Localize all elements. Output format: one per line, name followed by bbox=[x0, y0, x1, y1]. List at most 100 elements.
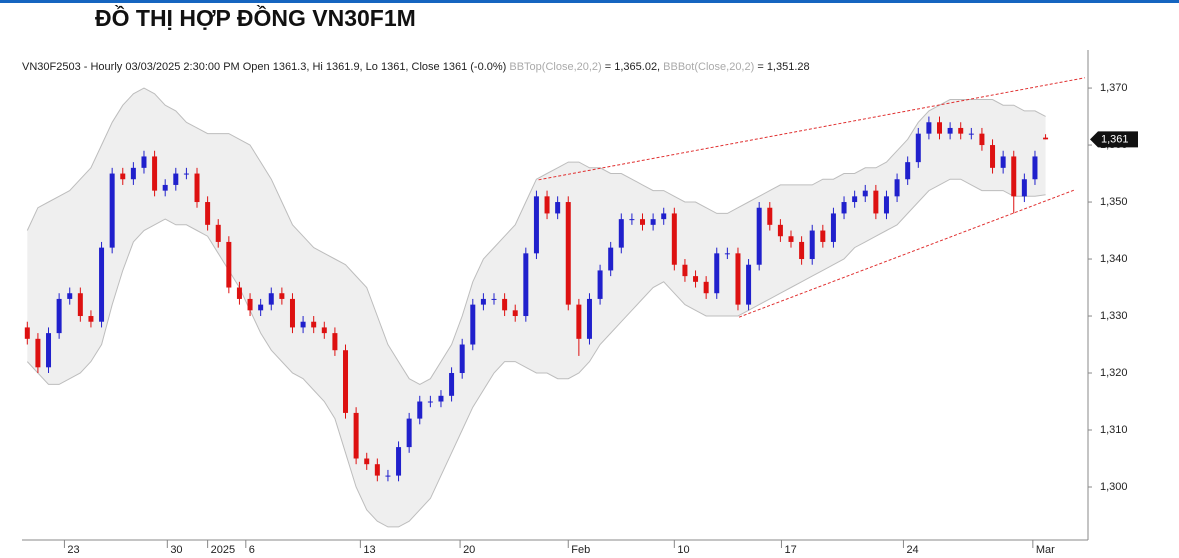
candle-body bbox=[343, 350, 349, 413]
x-tick-label: 24 bbox=[906, 544, 918, 556]
y-tick-label: 1,350 bbox=[1100, 196, 1128, 208]
x-tick-label: 23 bbox=[67, 544, 79, 556]
x-tick-label: Mar bbox=[1036, 544, 1055, 556]
candle-body bbox=[130, 167, 136, 180]
y-tick-label: 1,310 bbox=[1100, 424, 1128, 436]
candle-body bbox=[470, 304, 476, 345]
candle-body bbox=[99, 247, 105, 322]
candle-body bbox=[491, 298, 497, 300]
y-tick-label: 1,330 bbox=[1100, 310, 1128, 322]
x-tick-label: 17 bbox=[784, 544, 796, 556]
candle-body bbox=[830, 213, 836, 242]
candle-body bbox=[77, 293, 83, 317]
candle-body bbox=[162, 184, 168, 191]
candle-body bbox=[809, 230, 815, 260]
candle-body bbox=[236, 287, 242, 299]
candle-body bbox=[852, 196, 858, 203]
candle-body bbox=[756, 207, 762, 265]
candle-body bbox=[693, 276, 699, 282]
candle-body bbox=[374, 464, 380, 476]
candle-body bbox=[88, 316, 94, 322]
candle-body bbox=[640, 219, 646, 225]
y-tick-label: 1,340 bbox=[1100, 253, 1128, 265]
top-bar bbox=[0, 0, 1179, 3]
candle-body bbox=[268, 293, 274, 305]
candle-body bbox=[141, 156, 147, 168]
candle-body bbox=[873, 190, 879, 214]
band-lower bbox=[26, 178, 1046, 528]
candle-body bbox=[46, 333, 52, 368]
x-tick-label: 6 bbox=[249, 544, 255, 556]
candle-body bbox=[990, 145, 996, 168]
candle-body bbox=[385, 475, 391, 477]
x-tick-label: 20 bbox=[463, 544, 475, 556]
candle-body bbox=[799, 241, 805, 260]
header-part: BBTop(Close,20,2) bbox=[509, 61, 601, 73]
x-tick-label: 13 bbox=[363, 544, 375, 556]
candle-body bbox=[24, 327, 30, 339]
candle-body bbox=[883, 196, 889, 214]
series-layer bbox=[24, 77, 1085, 528]
candle-body bbox=[597, 270, 603, 299]
candle-body bbox=[915, 133, 921, 163]
candle-body bbox=[258, 304, 264, 311]
candle-body bbox=[67, 293, 73, 299]
candle-body bbox=[406, 418, 412, 448]
candle-body bbox=[544, 196, 550, 214]
candle-body bbox=[1000, 156, 1006, 168]
candle-body bbox=[841, 202, 847, 214]
candle-body bbox=[905, 162, 911, 180]
candle-body bbox=[205, 202, 211, 225]
candle-body bbox=[671, 213, 677, 265]
y-tick-label: 1,300 bbox=[1100, 481, 1128, 493]
candle-body bbox=[1043, 137, 1049, 140]
candle-body bbox=[427, 401, 433, 403]
candle-body bbox=[459, 344, 465, 374]
candle-body bbox=[120, 173, 126, 180]
candle-body bbox=[1032, 156, 1038, 180]
candle-body bbox=[109, 173, 115, 248]
band-upper bbox=[26, 87, 1046, 385]
candle-body bbox=[746, 264, 752, 305]
candle-body bbox=[502, 298, 508, 311]
x-tick-label: 30 bbox=[170, 544, 182, 556]
candle-body bbox=[480, 298, 486, 305]
candle-body bbox=[300, 321, 306, 328]
band-area bbox=[27, 88, 1046, 527]
candle-body bbox=[523, 253, 529, 317]
candle-body bbox=[311, 321, 317, 328]
candle-body bbox=[926, 122, 932, 134]
candle-body bbox=[608, 247, 614, 271]
candle-body bbox=[703, 281, 709, 294]
candle-body bbox=[321, 327, 327, 334]
candle-body bbox=[650, 219, 656, 225]
candle-body bbox=[396, 447, 402, 476]
candle-body bbox=[586, 298, 592, 339]
candle-body bbox=[714, 253, 720, 294]
candle-body bbox=[152, 156, 158, 191]
candle-body bbox=[947, 127, 953, 134]
candle-body bbox=[417, 401, 423, 419]
candle-body bbox=[226, 241, 232, 288]
candle-body bbox=[629, 219, 635, 221]
candle-body bbox=[618, 219, 624, 248]
candle-body bbox=[576, 304, 582, 339]
y-tick-label: 1,320 bbox=[1100, 367, 1128, 379]
plot-area: 1,3001,3101,3201,3301,3401,3501,3601,370… bbox=[22, 50, 1138, 556]
header-part: BBBot(Close,20,2) bbox=[663, 61, 754, 73]
x-tick-label: Feb bbox=[571, 544, 590, 556]
price-tag bbox=[1090, 131, 1138, 148]
candle-body bbox=[862, 190, 868, 197]
header-part: VN30F2503 - Hourly 03/03/2025 2:30:00 PM… bbox=[22, 61, 509, 73]
candle-body bbox=[173, 173, 179, 185]
candle-body bbox=[289, 298, 295, 328]
candle-body bbox=[958, 127, 964, 134]
candle-body bbox=[194, 173, 200, 203]
candle-body bbox=[820, 230, 826, 242]
candle-body bbox=[279, 293, 285, 299]
candle-body bbox=[724, 253, 730, 255]
header-part: = 1,365.02, bbox=[602, 61, 663, 73]
candle-body bbox=[512, 310, 518, 317]
